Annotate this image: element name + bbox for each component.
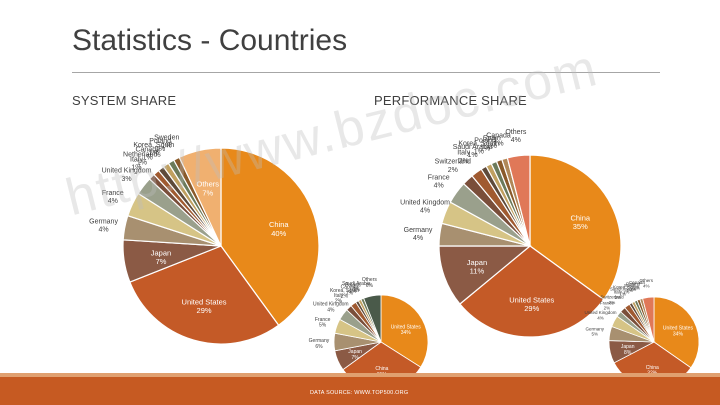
footer-bar [0, 377, 720, 405]
title-divider [72, 72, 660, 73]
performance-share-label-poland: Poland 1% [474, 137, 496, 152]
performance-share-small-label-others: Others 4% [640, 278, 654, 288]
performance-share-small-label-united-states: United States 34% [663, 326, 694, 338]
performance-share-small-label-canada: Canada 1% [629, 280, 645, 290]
system-share-slice-china [220, 147, 320, 327]
system-share-label-japan: Japan 7% [151, 249, 171, 267]
performance-share-label-united-kingdom: United Kingdom 4% [400, 199, 450, 214]
system-share-label-germany: Germany 4% [89, 219, 118, 234]
performance-share-label: PERFORMANCE SHARE [374, 93, 527, 108]
performance-share-label-saudi-arabia: Saudi Arabia 1% [453, 144, 493, 159]
performance-share-label-italy: Italy 2% [457, 150, 470, 165]
system-share-slice-united-states [129, 245, 280, 345]
system-share-label-sweden: Sweden 1% [154, 134, 179, 149]
page-title: Statistics - Countries [72, 24, 348, 57]
system-share-label-canada: Canada 1% [135, 147, 160, 162]
system-share-small-label-italy: Italy 2% [334, 293, 344, 305]
performance-share-small-pie: United States34%China32%Japan8%Germany5%… [585, 278, 700, 388]
system-share-small-label-united-kingdom: United Kingdom 4% [313, 302, 349, 314]
performance-share-label-canada: Canada 1% [486, 133, 511, 148]
system-share-label-italy: Italy 1% [130, 156, 143, 171]
performance-share-slice-china [529, 154, 622, 301]
performance-share-small-label-switzerland: Switzerland 2% [600, 295, 624, 305]
performance-share-pie: China 35% United States 29% Japan 11% Germany 4… [400, 129, 622, 338]
performance-share-label-spain: Spain 1% [483, 135, 501, 150]
system-share-label-france: France 4% [102, 190, 124, 205]
performance-share-label-japan: Japan 11% [467, 258, 487, 276]
system-share-label-others: Others 7% [196, 180, 219, 198]
performance-share-small-label-japan: Japan 8% [621, 344, 635, 356]
performance-share-label-germany: Germany 4% [404, 227, 433, 242]
system-share-label-korea-south: Korea, South 1% [133, 142, 174, 157]
system-share-label-netherlands: Netherlands 1% [123, 151, 161, 166]
system-share-slice-others [178, 147, 222, 247]
performance-share-label-france: France 4% [428, 175, 450, 190]
performance-share-small-label-korea-south: Korea, South 1% [613, 285, 640, 295]
system-share-small-label-others: Others 6% [362, 277, 378, 289]
system-share-small-pie: United States34%China31%Japan7%Germany6%… [309, 277, 429, 390]
performance-share-label-switzerland: Switzerland 2% [435, 159, 471, 174]
performance-share-small-label-france: France 2% [600, 300, 615, 310]
performance-share-slice-united-states [459, 245, 605, 338]
system-share-label-united-states: United States 29% [182, 297, 227, 315]
footer-accent [0, 373, 720, 377]
system-share-small-label-korea-south: Korea, South 2% [330, 288, 359, 300]
performance-share-small-label-germany: Germany 5% [586, 326, 605, 336]
system-share-small-label-united-states: United States 34% [391, 324, 422, 336]
system-share-small-label-japan: Japan 7% [348, 349, 362, 361]
performance-share-small-label-saudi-arabia: Saudi Arabia 1% [610, 286, 636, 296]
performance-share-slice-others [506, 154, 531, 247]
system-share-small-label-saudi-arabia: Saudi Arabia 1% [342, 281, 371, 293]
system-share-small-label-poland: Poland 1% [345, 283, 361, 295]
system-share-pie: China 40% United States 29% Japan 7% Germany 4%… [89, 134, 320, 345]
performance-share-label-others: Others 4% [505, 129, 527, 144]
system-share-label: SYSTEM SHARE [72, 93, 177, 108]
system-share-label-poland: Poland 1% [149, 138, 171, 153]
system-share-small-slice-others [363, 294, 382, 343]
system-share-small-label-germany: Germany 6% [309, 338, 330, 350]
performance-share-small-label-italy: Italy 2% [614, 290, 623, 300]
system-share-small-label-canada: Canada 1% [341, 285, 359, 297]
performance-share-small-slice-united-states [653, 296, 700, 369]
performance-share-label-china: China 35% [570, 213, 590, 231]
system-share-small-label-france: France 5% [315, 317, 331, 329]
performance-share-small-label-poland: Poland 1% [626, 281, 641, 291]
performance-share-label-united-states: United States 29% [509, 295, 554, 313]
system-share-label-united-kingdom: United Kingdom 3% [102, 168, 152, 183]
data-source: DATA SOURCE: WWW.TOP500.ORG [310, 390, 409, 396]
performance-share-label-korea-south: Korea, South 1% [458, 140, 499, 155]
performance-share-small-slice-others [642, 296, 655, 343]
performance-share-small-label-united-kingdom: United Kingdom 4% [585, 310, 617, 320]
system-share-label-china: China 40% [269, 220, 289, 238]
performance-share-small-label-spain: Spain 1% [624, 283, 636, 293]
